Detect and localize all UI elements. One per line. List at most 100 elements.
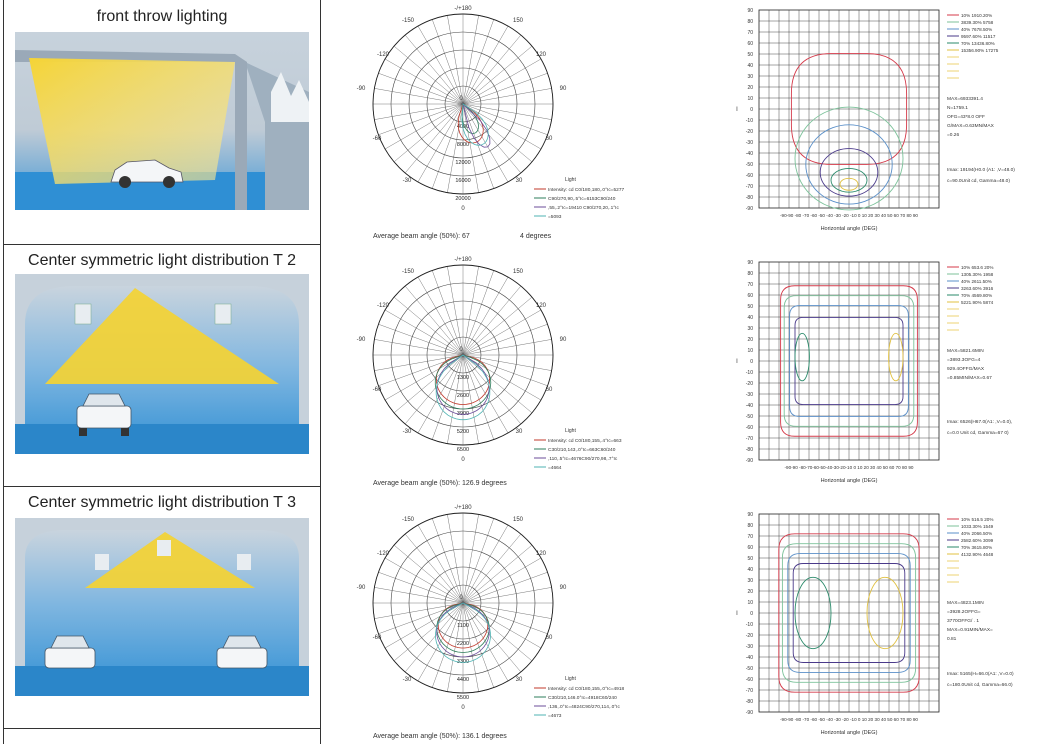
car-left-icon bbox=[44, 635, 96, 669]
iso-imax: Imax: 6526(H67.0(A1: ,V=0.0), bbox=[947, 419, 1012, 425]
polar-spoke bbox=[417, 602, 464, 682]
scene-title-1: front throw lighting bbox=[96, 8, 228, 25]
polar-angle-label: -150 bbox=[402, 517, 415, 523]
polar-spoke bbox=[462, 309, 542, 356]
polar-spoke bbox=[462, 602, 494, 688]
iso-contour-3 bbox=[787, 553, 911, 673]
polar-curve-4 bbox=[435, 602, 491, 663]
iso-stat-line: 929.4OFFG/MAX bbox=[947, 366, 985, 372]
iso-y-tick: 50 bbox=[747, 52, 753, 58]
polar-spoke bbox=[462, 557, 542, 604]
polar-curve-2 bbox=[434, 354, 492, 410]
iso-legend-item: 10% 653.6 20% bbox=[961, 265, 993, 270]
iso-y-tick: 20 bbox=[747, 589, 753, 595]
polar-spoke bbox=[462, 266, 479, 356]
polar-spoke bbox=[462, 354, 533, 414]
iso-legend-item: 4132.90% 4648 bbox=[961, 552, 994, 557]
polar-radius-label: 2200 bbox=[457, 641, 469, 647]
iso-contour-4 bbox=[792, 563, 906, 663]
iso-legend-item: 3839.30% 5758 bbox=[961, 20, 994, 25]
polar-spoke bbox=[432, 270, 464, 356]
iso-legend-item: 10% 1910.20% bbox=[961, 13, 992, 18]
iso-legend-item: 70% 13436.80% bbox=[961, 41, 995, 46]
iso-y-tick: 90 bbox=[747, 512, 753, 518]
iso-contour-1 bbox=[778, 533, 920, 693]
polar-angle-label: -60 bbox=[373, 635, 382, 641]
polar-curve-4 bbox=[461, 103, 489, 146]
iso-stat-line: MAX=5821.6MIN bbox=[947, 348, 984, 354]
iso-y-tick: -90 bbox=[746, 458, 753, 464]
polar-spoke bbox=[432, 19, 464, 105]
iso-y-tick: 0 bbox=[750, 107, 753, 113]
polar-spoke bbox=[462, 103, 479, 193]
polar-angle-label: -120 bbox=[377, 52, 390, 58]
polar-radius-label: 6500 bbox=[457, 447, 469, 453]
lamp-right-icon bbox=[214, 303, 232, 325]
polar-spoke bbox=[432, 602, 464, 688]
polar-angle-label: 30 bbox=[516, 429, 523, 435]
iso-y-tick: 60 bbox=[747, 545, 753, 551]
polar-angle-label: 150 bbox=[513, 517, 524, 523]
polar-spoke bbox=[462, 324, 548, 356]
iso-y-tick: 10 bbox=[747, 600, 753, 606]
polar-spoke bbox=[374, 602, 464, 619]
polar-spoke bbox=[462, 270, 494, 356]
iso-y-tick: -60 bbox=[746, 677, 753, 683]
polar-spoke bbox=[462, 25, 509, 105]
iso-contour-4 bbox=[794, 316, 904, 406]
iso-legend-item: 40% 7678.50% bbox=[961, 27, 992, 32]
polar-spoke bbox=[462, 354, 494, 440]
polar-angle-label: -/+180 bbox=[454, 505, 472, 511]
polar-curve-2 bbox=[436, 602, 490, 653]
iso-x-label: Horizontal angle (DEG) bbox=[821, 226, 878, 232]
iso-legend-item: 70% 4569.80% bbox=[961, 293, 992, 298]
polar-angle-label: -/+180 bbox=[454, 257, 472, 263]
isoline-chart-2: 90 80 70 60 50 40 30 20 10 0 -10 -20 -30 -40 -50 -60 -70… bbox=[736, 260, 1012, 484]
polar-spoke bbox=[462, 103, 533, 163]
polar-spoke bbox=[384, 354, 464, 401]
polar-spoke bbox=[462, 103, 509, 183]
polar-spoke bbox=[462, 602, 542, 649]
iso-y-tick: -10 bbox=[746, 622, 753, 628]
iso-x-ticks: -90-90 -80-70-60-50-40-30-20-10 0 10 20 … bbox=[785, 465, 914, 470]
iso-y-tick: 70 bbox=[747, 282, 753, 288]
polar-spoke bbox=[393, 354, 464, 414]
iso-y-tick: -30 bbox=[746, 392, 753, 398]
tunnel-t2-illustration bbox=[15, 274, 309, 454]
iso-x-ticks: -90-90 -80 -70 -60 -50 -40 -30 -20 -10 0… bbox=[780, 717, 918, 722]
car-icon bbox=[110, 159, 184, 188]
polar-legend-item: =4664 bbox=[548, 465, 562, 471]
iso-y-tick: 80 bbox=[747, 19, 753, 25]
polar-spoke bbox=[384, 309, 464, 356]
polar-angle-label: -90 bbox=[357, 585, 366, 591]
iso-imax-2: c=0.0 Unit cd, Gamma=67 0) bbox=[947, 430, 1009, 436]
polar-radius-label: 8000 bbox=[457, 142, 469, 148]
polar-angle-label: -90 bbox=[357, 86, 366, 92]
polar-angle-label: -150 bbox=[402, 18, 415, 24]
iso-contour-3 bbox=[789, 305, 909, 417]
polar-angle-label: 90 bbox=[560, 86, 567, 92]
light-beam bbox=[29, 58, 235, 184]
iso-y-tick: 70 bbox=[747, 534, 753, 540]
lamp-right-icon bbox=[237, 554, 251, 570]
lamp-center-icon bbox=[157, 540, 171, 556]
polar-angle-label: -150 bbox=[402, 269, 415, 275]
polar-outer-ring bbox=[372, 512, 554, 694]
polar-angle-label: 60 bbox=[546, 136, 553, 142]
polar-spoke bbox=[404, 103, 464, 174]
iso-y-tick: 40 bbox=[747, 315, 753, 321]
polar-spoke bbox=[447, 514, 464, 604]
polar-legend-item: Intensity: cd C0/180,155,.4°Ic=663 bbox=[548, 438, 622, 444]
iso-y-tick: 0 bbox=[750, 611, 753, 617]
polar-spoke bbox=[447, 15, 464, 105]
polar-angle-label: -30 bbox=[403, 677, 412, 683]
polar-spoke bbox=[432, 354, 464, 440]
polar-spoke bbox=[393, 45, 464, 105]
iso-contour-6 bbox=[866, 576, 904, 650]
iso-y-tick: -10 bbox=[746, 370, 753, 376]
scene-cell-3: Center symmetric light distribution T 3 bbox=[4, 486, 320, 729]
polar-chart-3: -/+180 150 -150 120 -120 90 -90 60 -60 30 -30 0 1100… bbox=[357, 505, 625, 719]
iso-y-tick: -30 bbox=[746, 644, 753, 650]
polar-spoke bbox=[404, 285, 464, 356]
polar-angle-label: 0 bbox=[461, 206, 465, 212]
